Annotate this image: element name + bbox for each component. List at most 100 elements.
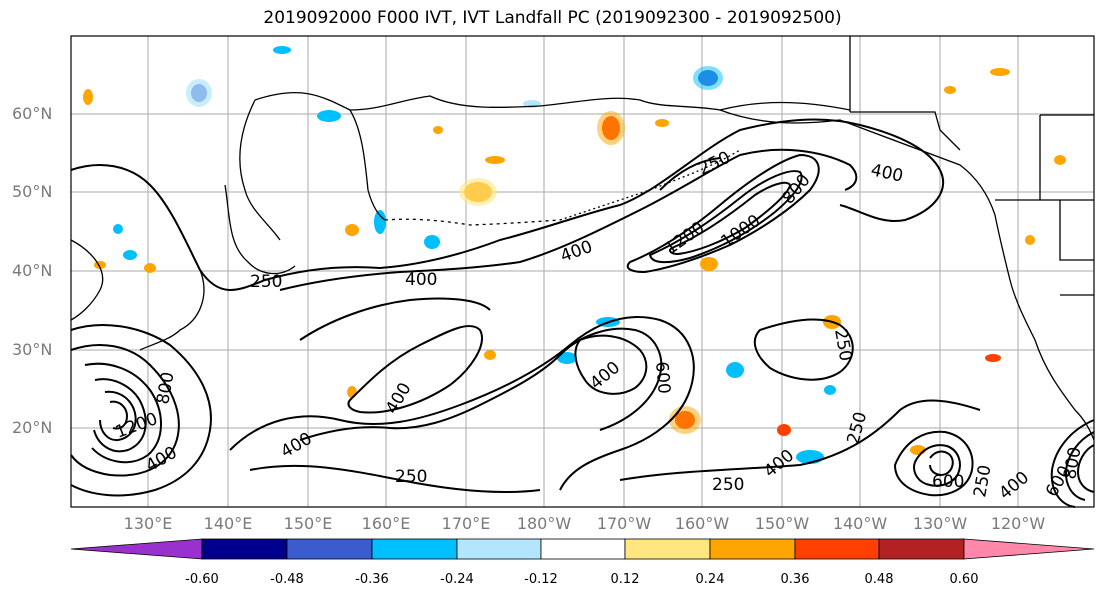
contour-250-typhoon: [70, 324, 212, 497]
contour-1000-ar: [669, 181, 792, 256]
shade-patch: [123, 250, 137, 260]
border-states: [1059, 200, 1094, 261]
contour-250-north: [70, 118, 945, 291]
colorbar-segment: [201, 538, 288, 560]
contour-250-east: [753, 318, 854, 381]
shade-patch: [345, 224, 359, 236]
coastlines: [70, 36, 1095, 441]
lon-label: 160°W: [674, 514, 730, 533]
contour-label: 250: [395, 467, 427, 487]
contour-600-ar: [626, 153, 820, 274]
contour-400-north: [279, 148, 858, 291]
lat-label: 60°N: [12, 104, 53, 123]
shade-patch: [990, 68, 1010, 76]
contour-400-subtropics: [347, 325, 483, 414]
contour-label: 600: [932, 472, 964, 492]
shade-patch: [83, 89, 93, 105]
coast-china: [70, 239, 104, 321]
lon-label: 130°E: [123, 514, 173, 533]
lon-label: 170°E: [441, 514, 491, 533]
contour-600-typhoon: [84, 362, 162, 464]
shade-patch: [485, 156, 505, 164]
colorbar-extend-high: [963, 538, 1095, 560]
colorbar-segment: [709, 538, 796, 560]
shade-patch: [944, 86, 956, 94]
shade-patch: [374, 210, 386, 234]
lon-label: 160°E: [361, 514, 411, 533]
colorbar-segment: [878, 538, 965, 560]
contour-1200-typhoon: [109, 400, 129, 430]
shade-patch: [459, 178, 497, 206]
colorbar-tick-label: 0.24: [695, 572, 725, 587]
shade-patch: [186, 79, 212, 107]
shade-patch: [693, 66, 723, 90]
colorbar-tick-label: 0.60: [949, 572, 979, 587]
colorbar-tick-label: 0.12: [610, 572, 640, 587]
shade-patch: [273, 46, 291, 54]
colorbar-tick-label: 0.36: [780, 572, 810, 587]
colorbar-extend-low: [70, 538, 203, 560]
colorbar-segment: [371, 538, 458, 560]
colorbar-tick-label: -0.24: [440, 572, 474, 587]
lon-label: 180°W: [516, 514, 572, 533]
contour-250-tc2: [893, 430, 974, 497]
lat-label: 50°N: [12, 182, 53, 201]
map-frame: [70, 35, 1095, 508]
ivt-contours: [70, 118, 1095, 508]
contour-800-typhoon: [93, 378, 147, 453]
contour-250-mid: [299, 297, 491, 341]
contour-600-central: [574, 334, 648, 395]
contour-800-ar: [648, 170, 803, 264]
shade-patch: [597, 111, 625, 145]
shade-patch: [484, 350, 496, 360]
coast-japan: [139, 269, 205, 351]
coast-alaska-gulf: [719, 109, 996, 216]
colorbar-segment: [540, 538, 626, 560]
coast-aleutians: [384, 218, 561, 226]
lat-label: 20°N: [12, 418, 53, 437]
shade-patch: [433, 126, 443, 134]
contour-label: 250: [712, 475, 744, 495]
contour-250-south: [249, 464, 541, 493]
shade-patch: [557, 352, 577, 364]
colorbar: [70, 538, 1095, 560]
contour-250-southeast: [619, 399, 981, 481]
contour-400-tc3: [1064, 431, 1095, 501]
contour-600-tc2: [929, 450, 954, 476]
colorbar-tick-label: -0.60: [185, 572, 219, 587]
colorbar-segment: [794, 538, 880, 560]
contour-1200-ar: [659, 157, 721, 191]
colorbar-segment: [286, 538, 373, 560]
coast-kamchatka-west: [239, 99, 281, 241]
contour-250-tc3: [1050, 419, 1095, 508]
lat-label: 40°N: [12, 261, 53, 280]
contour-400-central: [299, 327, 663, 441]
colorbar-tick-label: -0.12: [524, 572, 558, 587]
contour-400-tc2: [913, 444, 961, 487]
shade-patch: [777, 424, 791, 436]
colorbar-segment: [624, 538, 711, 560]
colorbar-tick-label: -0.36: [355, 572, 389, 587]
pc-shading: [83, 46, 1066, 464]
shade-patch: [655, 119, 669, 127]
coast-sakhalin: [224, 184, 296, 275]
lon-label: 170°W: [596, 514, 652, 533]
contour-400-typhoon: [70, 344, 180, 477]
lat-label: 30°N: [12, 340, 53, 359]
shade-patch: [726, 362, 744, 378]
shade-patch: [824, 385, 836, 395]
shade-patch: [424, 235, 440, 249]
contour-250-central: [229, 316, 695, 491]
coast-north: [254, 91, 851, 111]
contour-label: 250: [250, 272, 282, 292]
border-canada: [850, 111, 961, 151]
lon-label: 140°W: [832, 514, 888, 533]
colorbar-tick-label: 0.48: [864, 572, 894, 587]
shade-patch: [700, 257, 718, 271]
shade-patch: [985, 354, 1001, 362]
lon-label: 120°W: [990, 514, 1046, 533]
contour-1000-typhoon: [99, 390, 137, 442]
contour-label: 400: [405, 270, 437, 290]
lon-label: 130°W: [912, 514, 968, 533]
